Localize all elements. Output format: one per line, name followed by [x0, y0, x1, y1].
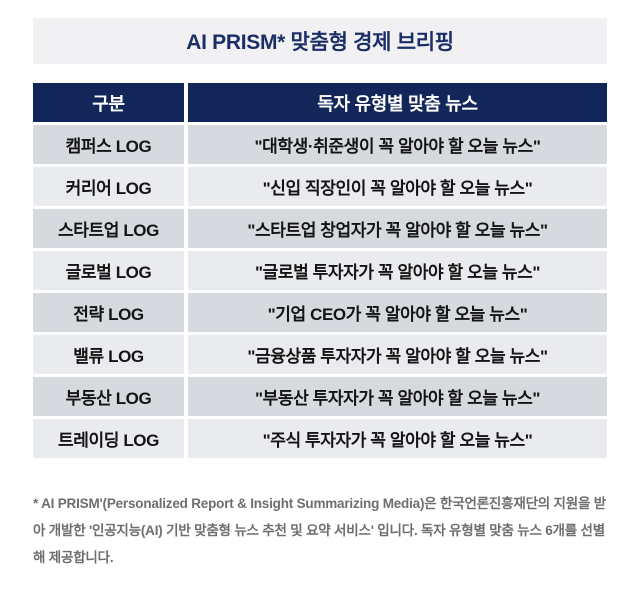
table-row: 트레이딩 LOG "주식 투자자가 꼭 알아야 할 오늘 뉴스": [33, 419, 607, 458]
news-cell: "스타트업 창업자가 꼭 알아야 할 오늘 뉴스": [188, 209, 607, 248]
category-cell: 스타트업 LOG: [33, 209, 184, 248]
briefing-table: 구분 독자 유형별 맞춤 뉴스 캠퍼스 LOG "대학생·취준생이 꼭 알아야 …: [33, 83, 607, 458]
footnote: * AI PRISM'(Personalized Report & Insigh…: [33, 496, 606, 565]
table-row: 부동산 LOG "부동산 투자자가 꼭 알아야 할 오늘 뉴스": [33, 377, 607, 416]
news-cell: "신입 직장인이 꼭 알아야 할 오늘 뉴스": [188, 167, 607, 206]
table-row: 캠퍼스 LOG "대학생·취준생이 꼭 알아야 할 오늘 뉴스": [33, 125, 607, 164]
news-cell: "글로벌 투자자가 꼭 알아야 할 오늘 뉴스": [188, 251, 607, 290]
table-header-row: 구분 독자 유형별 맞춤 뉴스: [33, 83, 607, 122]
table-row: 스타트업 LOG "스타트업 창업자가 꼭 알아야 할 오늘 뉴스": [33, 209, 607, 248]
category-cell: 캠퍼스 LOG: [33, 125, 184, 164]
category-cell: 부동산 LOG: [33, 377, 184, 416]
news-cell: "금융상품 투자자가 꼭 알아야 할 오늘 뉴스": [188, 335, 607, 374]
category-cell: 전략 LOG: [33, 293, 184, 332]
category-cell: 트레이딩 LOG: [33, 419, 184, 458]
table-row: 전략 LOG "기업 CEO가 꼭 알아야 할 오늘 뉴스": [33, 293, 607, 332]
table-row: 밸류 LOG "금융상품 투자자가 꼭 알아야 할 오늘 뉴스": [33, 335, 607, 374]
table-body: 캠퍼스 LOG "대학생·취준생이 꼭 알아야 할 오늘 뉴스" 커리어 LOG…: [33, 125, 607, 458]
news-cell: "대학생·취준생이 꼭 알아야 할 오늘 뉴스": [188, 125, 607, 164]
title-bar: AI PRISM* 맞춤형 경제 브리핑: [33, 18, 607, 64]
table-row: 커리어 LOG "신입 직장인이 꼭 알아야 할 오늘 뉴스": [33, 167, 607, 206]
category-cell: 커리어 LOG: [33, 167, 184, 206]
news-cell: "부동산 투자자가 꼭 알아야 할 오늘 뉴스": [188, 377, 607, 416]
column-header-news: 독자 유형별 맞춤 뉴스: [188, 83, 607, 122]
news-cell: "기업 CEO가 꼭 알아야 할 오늘 뉴스": [188, 293, 607, 332]
news-cell: "주식 투자자가 꼭 알아야 할 오늘 뉴스": [188, 419, 607, 458]
category-cell: 밸류 LOG: [33, 335, 184, 374]
page-title: AI PRISM* 맞춤형 경제 브리핑: [186, 31, 454, 54]
column-header-category: 구분: [33, 83, 184, 122]
category-cell: 글로벌 LOG: [33, 251, 184, 290]
table-row: 글로벌 LOG "글로벌 투자자가 꼭 알아야 할 오늘 뉴스": [33, 251, 607, 290]
